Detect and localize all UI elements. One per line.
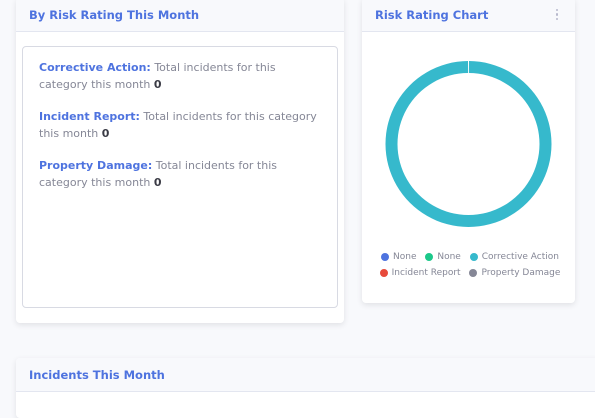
- card-title: Incidents This Month: [29, 367, 165, 382]
- donut-chart: [362, 32, 575, 242]
- stat-text: Total incidents for this category this m…: [39, 61, 276, 91]
- donut-svg: [385, 61, 552, 228]
- card-header: Risk Rating Chart: [362, 0, 575, 32]
- slice-corrective-action[interactable]: [385, 61, 552, 228]
- legend-item-incident-report[interactable]: Incident Report: [379, 266, 461, 280]
- stat-text: Total incidents for this category this m…: [39, 110, 317, 140]
- legend-item-corrective-action[interactable]: Corrective Action: [469, 250, 559, 264]
- card-header: Incidents This Month: [16, 358, 595, 392]
- legend-label: Corrective Action: [481, 252, 559, 262]
- card-title: By Risk Rating This Month: [29, 7, 200, 22]
- risk-rating-month-card: By Risk Rating This Month Corrective Act…: [16, 0, 344, 323]
- legend-item-none[interactable]: None: [381, 250, 416, 264]
- legend-label: Property Damage: [481, 268, 561, 278]
- incidents-month-card: Incidents This Month: [16, 358, 595, 418]
- chart-legend: None None Corrective Action Incident Rep…: [370, 250, 570, 282]
- card-header: By Risk Rating This Month: [16, 0, 344, 32]
- stat-label: Property Damage:: [39, 159, 153, 172]
- risk-rating-chart-card: Risk Rating Chart None None Corrective A…: [362, 0, 575, 303]
- legend-dot: [425, 253, 434, 261]
- card-title: Risk Rating Chart: [375, 7, 489, 22]
- legend-dot: [469, 253, 478, 261]
- stat-text: Total incidents for this category this m…: [39, 159, 278, 189]
- stat-label: Incident Report:: [39, 110, 140, 123]
- legend-label: Incident Report: [391, 268, 461, 278]
- legend-item-none-2[interactable]: None: [425, 250, 461, 264]
- legend-item-property-damage[interactable]: Property Damage: [469, 266, 560, 280]
- stat-label: Corrective Action:: [39, 61, 151, 74]
- stat-incident-report: Incident Report: Total incidents for thi…: [39, 108, 319, 142]
- stats-box: Corrective Action: Total incidents for t…: [22, 46, 338, 308]
- stat-property-damage: Property Damage: Total incidents for thi…: [39, 157, 319, 191]
- kebab-menu-icon[interactable]: [552, 8, 562, 22]
- legend-dot: [469, 269, 478, 277]
- stat-corrective-action: Corrective Action: Total incidents for t…: [39, 59, 319, 93]
- stat-value: 0: [153, 176, 162, 189]
- legend-label: None: [393, 252, 417, 262]
- stat-value: 0: [101, 127, 110, 140]
- legend-dot: [381, 253, 389, 261]
- legend-label: None: [437, 252, 461, 262]
- stat-value: 0: [153, 78, 162, 91]
- legend-dot: [379, 269, 388, 277]
